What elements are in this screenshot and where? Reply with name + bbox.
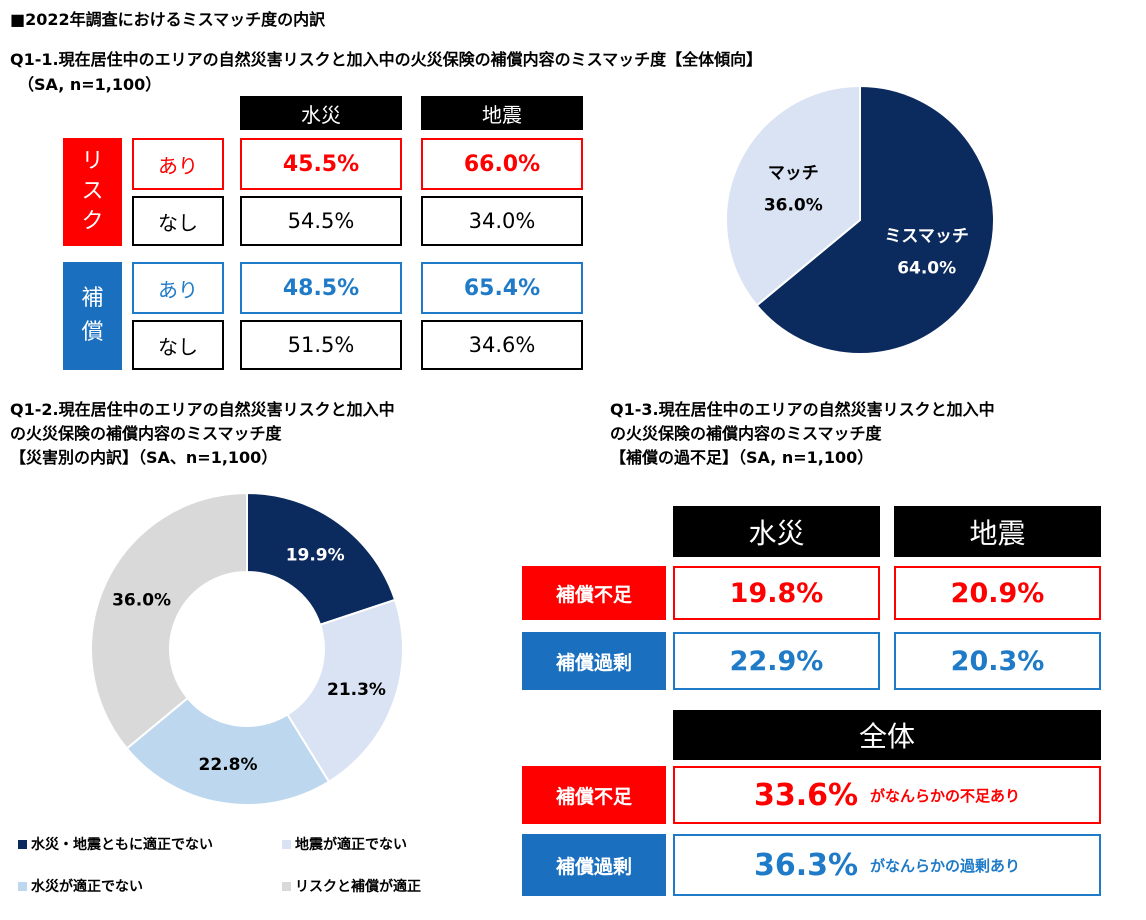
coverage-yes-flood: 48.5% <box>240 262 402 314</box>
q1-3-title: Q1-3.現在居住中のエリアの自然災害リスクと加入中 の火災保険の補償内容のミス… <box>610 398 995 470</box>
risk-yes-quake: 66.0% <box>421 138 583 190</box>
pie-slice <box>725 84 861 307</box>
legend-label: 水災・地震ともに適正でない <box>31 837 213 853</box>
q1-1-title: Q1-1.現在居住中のエリアの自然災害リスクと加入中の火災保険の補償内容のミスマ… <box>10 50 763 69</box>
pie-value-label: 64.0% <box>897 258 956 278</box>
total-shortage-value: 33.6% <box>753 777 859 813</box>
legend-item-flood: 水災が適正でない <box>18 876 143 896</box>
legend-swatch <box>18 882 27 891</box>
pie-value-label: 19.9% <box>286 546 345 566</box>
q1-2-title-line: Q1-2.現在居住中のエリアの自然災害リスクと加入中 <box>10 400 395 419</box>
page-title: ■2022年調査におけるミスマッチ度の内訳 <box>10 10 326 29</box>
total-shortage-box: 33.6% がなんらかの不足あり <box>673 766 1101 824</box>
q1-3-header-quake: 地震 <box>894 506 1101 557</box>
excess-flood: 22.9% <box>673 632 880 690</box>
pie-slice <box>755 84 995 355</box>
coverage-group-label: 補 償 <box>63 262 122 370</box>
q1-2-title-line: の火災保険の補償内容のミスマッチ度 <box>10 424 282 443</box>
coverage-yes-label: あり <box>132 262 224 314</box>
q1-1-pie-chart: ミスマッチ 64.0% マッチ 36.0% <box>725 84 995 355</box>
q1-2-title: Q1-2.現在居住中のエリアの自然災害リスクと加入中 の火災保険の補償内容のミス… <box>10 398 395 470</box>
pie-value-label: 22.8% <box>199 755 258 775</box>
q1-2-legend: 水災・地震ともに適正でない 地震が適正でない 水災が適正でない リスクと補償が適… <box>18 832 478 902</box>
q1-3-total-header: 全体 <box>673 710 1101 760</box>
pie-value-label: 36.0% <box>764 196 823 216</box>
legend-label: リスクと補償が適正 <box>295 879 421 895</box>
pie-value-label: 21.3% <box>327 680 386 700</box>
shortage-quake: 20.9% <box>894 566 1101 620</box>
risk-group-label: リ ス ク <box>63 138 122 246</box>
total-excess-note: がなんらかの過剰あり <box>870 856 1021 875</box>
risk-label-char: ク <box>81 209 104 234</box>
total-excess-box: 36.3% がなんらかの過剰あり <box>673 834 1101 896</box>
shortage-flood: 19.8% <box>673 566 880 620</box>
pie-value-label: 36.0% <box>112 590 171 610</box>
pie-slice <box>90 491 248 750</box>
q1-1-subtitle: （SA, n=1,100） <box>18 75 162 94</box>
risk-no-flood: 54.5% <box>240 196 402 246</box>
pie-slice <box>286 598 404 784</box>
risk-yes-flood: 45.5% <box>240 138 402 190</box>
excess-row-label: 補償過剰 <box>522 632 666 690</box>
q1-2-title-line: 【災害別の内訳】（SA、n=1,100） <box>10 448 278 467</box>
q1-3-header-flood: 水災 <box>673 506 880 557</box>
q1-3-title-line: の火災保険の補償内容のミスマッチ度 <box>610 424 882 443</box>
legend-swatch <box>282 840 291 849</box>
legend-label: 水災が適正でない <box>31 879 143 895</box>
q1-1-header-flood: 水災 <box>240 96 402 130</box>
pie-slice <box>125 696 331 806</box>
coverage-label-char: 償 <box>81 320 104 345</box>
legend-label: 地震が適正でない <box>295 837 407 853</box>
risk-no-quake: 34.0% <box>421 196 583 246</box>
coverage-yes-quake: 65.4% <box>421 262 583 314</box>
pie-slice <box>246 491 397 627</box>
risk-no-label: なし <box>132 196 224 246</box>
total-shortage-note: がなんらかの不足あり <box>870 786 1021 805</box>
legend-item-quake: 地震が適正でない <box>282 834 407 854</box>
q1-3-title-line: 【補償の過不足】（SA, n=1,100） <box>610 448 874 467</box>
legend-swatch <box>282 882 291 891</box>
q1-2-donut-chart: 19.9% 21.3% 22.8% 36.0% <box>90 491 404 806</box>
coverage-no-quake: 34.6% <box>421 320 583 370</box>
legend-item-ok: リスクと補償が適正 <box>282 876 421 896</box>
total-shortage-label: 補償不足 <box>522 766 666 824</box>
q1-1-header-quake: 地震 <box>421 96 583 130</box>
legend-item-both: 水災・地震ともに適正でない <box>18 834 213 854</box>
legend-swatch <box>18 840 27 849</box>
total-excess-value: 36.3% <box>753 847 859 883</box>
coverage-no-label: なし <box>132 320 224 370</box>
q1-3-title-line: Q1-3.現在居住中のエリアの自然災害リスクと加入中 <box>610 400 995 419</box>
shortage-row-label: 補償不足 <box>522 566 666 620</box>
risk-label-char: リ <box>81 149 104 174</box>
coverage-label-char: 補 <box>81 286 104 311</box>
risk-yes-label: あり <box>132 138 224 190</box>
coverage-no-flood: 51.5% <box>240 320 402 370</box>
excess-quake: 20.3% <box>894 632 1101 690</box>
pie-category-label: ミスマッチ <box>884 226 969 246</box>
total-excess-label: 補償過剰 <box>522 834 666 896</box>
pie-category-label: マッチ <box>768 164 819 184</box>
risk-label-char: ス <box>81 179 104 204</box>
